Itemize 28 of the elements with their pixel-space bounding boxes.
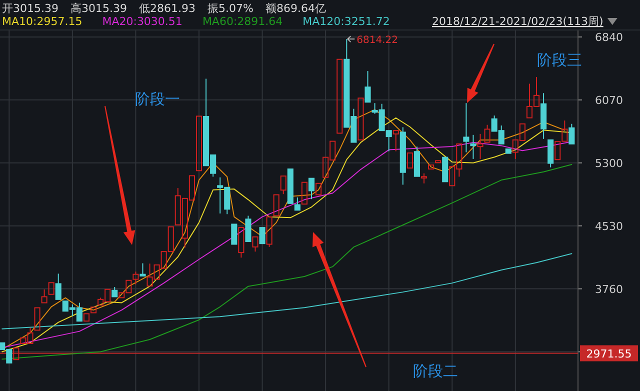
line-series — [2, 253, 572, 330]
candlestick — [470, 134, 476, 160]
y-tick-label: 4530 — [595, 220, 623, 233]
candlestick — [477, 133, 484, 160]
y-tick-label: 6840 — [595, 30, 623, 44]
annotation: 阶段三 — [537, 51, 582, 69]
candlestick — [463, 102, 470, 153]
text: 高3015.39 — [70, 2, 127, 15]
text: MA120:3251.72 — [302, 15, 390, 28]
text: 振5.07% — [208, 2, 254, 15]
line-series — [2, 164, 572, 360]
annotation: 阶段一 — [135, 90, 180, 108]
text: 低2861.93 — [139, 2, 196, 15]
annotation: 阶段二 — [413, 362, 458, 380]
candlestick — [540, 92, 547, 140]
y-tick-label: 6070 — [595, 94, 623, 107]
text: MA20:3030.51 — [102, 15, 182, 28]
annotation: 6814.22 — [356, 35, 398, 46]
candlestick — [132, 271, 139, 285]
y-tick-label: 3760 — [595, 282, 623, 296]
text: 开3015.39 — [2, 2, 58, 15]
text: MA10:2957.15 — [2, 15, 82, 28]
text: MA60:2891.64 — [202, 15, 283, 28]
ref-line-label: 2971.55 — [586, 347, 632, 360]
text: 2018/12/21-2021/02/23(113周) — [432, 15, 604, 28]
candlestick — [400, 126, 406, 186]
y-tick-label: 5300 — [595, 156, 623, 170]
text: 额869.64亿 — [265, 2, 326, 15]
